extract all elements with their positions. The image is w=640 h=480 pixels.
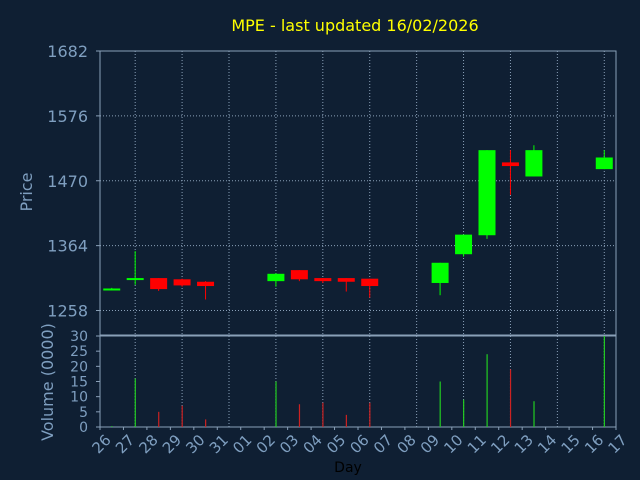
price-tick-label: 1576	[47, 107, 88, 126]
volume-tick-label: 0	[79, 420, 88, 436]
volume-bar	[533, 401, 535, 427]
volume-bar	[322, 402, 324, 427]
candle-body	[525, 150, 543, 177]
candle-body	[337, 278, 355, 282]
volume-tick-label: 15	[70, 375, 88, 391]
candle-body	[361, 278, 379, 287]
price-tick-label: 1258	[47, 302, 88, 321]
price-panel: 1258 1364 1470 1576 1682	[47, 42, 617, 336]
chart-title: MPE - last updated 16/02/2026	[231, 16, 478, 35]
volume-tick-label: 30	[70, 329, 88, 345]
candle-body	[455, 234, 473, 255]
price-tick-label: 1364	[47, 237, 88, 256]
candle-body	[267, 273, 285, 282]
volume-axis-label: Volume (0000)	[38, 323, 57, 441]
price-axis-label: Price	[17, 172, 36, 211]
volume-tick-label: 10	[70, 390, 88, 406]
price-tick-label: 1470	[47, 172, 88, 191]
volume-tick-label: 25	[70, 344, 88, 360]
volume-bar	[205, 419, 207, 427]
volume-bar	[603, 336, 605, 427]
candle-body	[314, 278, 332, 282]
volume-bar	[509, 369, 512, 427]
candle-body	[150, 278, 168, 290]
volume-tick-label: 20	[70, 359, 88, 375]
candle-body	[290, 270, 308, 280]
volume-bar	[439, 381, 441, 427]
candle-body	[126, 278, 144, 281]
volume-bar	[463, 399, 465, 427]
candle-body	[173, 279, 191, 286]
candle-body	[595, 157, 613, 170]
candle-body	[197, 281, 215, 287]
x-axis-label: Day	[334, 460, 362, 476]
candle-body	[103, 288, 121, 291]
volume-bar	[181, 405, 183, 427]
candle-body	[478, 150, 496, 236]
volume-bar	[275, 381, 277, 427]
candle-body	[501, 162, 519, 167]
volume-bar	[298, 404, 301, 427]
volume-bar	[111, 426, 113, 427]
volume-bar	[134, 378, 136, 427]
price-tick-label: 1682	[47, 42, 88, 61]
volume-bar	[486, 354, 488, 427]
volume-bar	[158, 411, 160, 427]
volume-tick-label: 5	[79, 405, 88, 421]
volume-bar	[345, 414, 347, 427]
candle-body	[431, 262, 449, 283]
volume-bar	[369, 402, 371, 427]
